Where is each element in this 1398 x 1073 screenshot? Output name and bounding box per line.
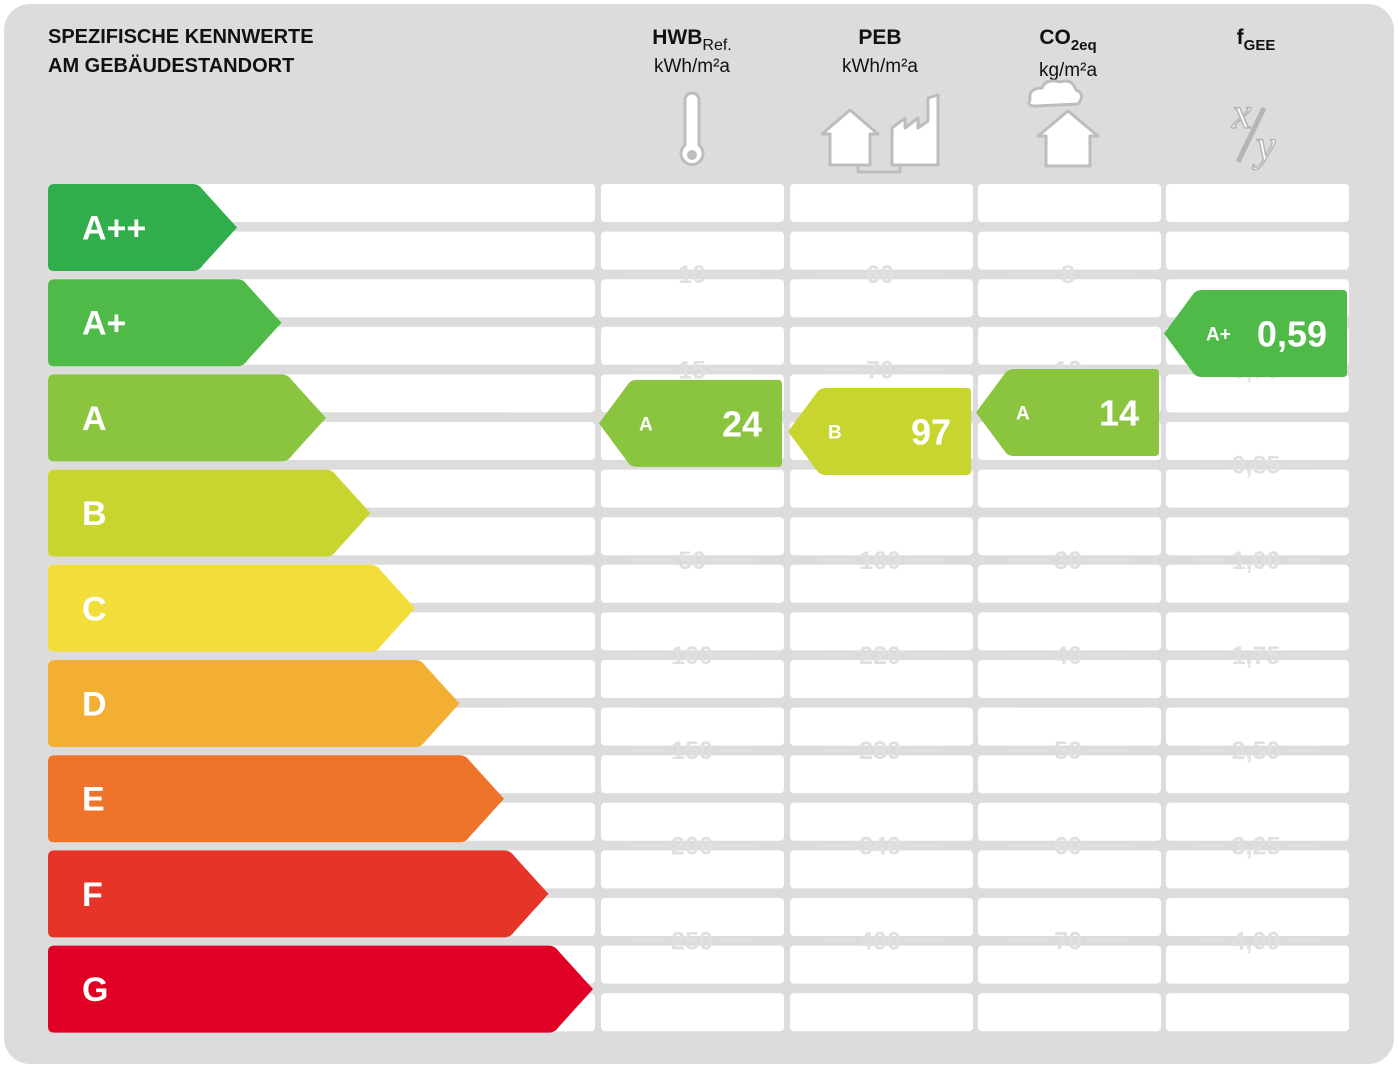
column-fgee-strip [1166, 184, 1349, 222]
column-unit-peb: kWh/m²a [842, 56, 918, 77]
thermometer-bulb [687, 150, 697, 160]
threshold-label-co2: 50 [1054, 737, 1082, 765]
column-fgee-strip [1166, 232, 1349, 270]
chart-title-line-1: SPEZIFISCHE KENNWERTE [48, 26, 314, 48]
class-arrow-label: A+ [82, 305, 126, 343]
threshold-label-peb: 60 [866, 261, 894, 289]
threshold-label-hwb: 50 [678, 547, 706, 575]
column-co2-strip [978, 184, 1161, 222]
value-marker-class: A [1016, 403, 1030, 424]
column-peb-strip [790, 993, 973, 1031]
column-peb-strip [790, 470, 973, 508]
column-hwb-strip [601, 184, 784, 222]
threshold-label-co2: 70 [1054, 928, 1082, 956]
column-peb-strip [790, 184, 973, 222]
class-arrow-label: E [82, 781, 105, 819]
column-fgee-strip [1166, 993, 1349, 1031]
threshold-label-fgee: 2,50 [1232, 737, 1281, 765]
column-hwb-strip [601, 470, 784, 508]
threshold-label-co2: 30 [1054, 547, 1082, 575]
class-arrow-e [48, 755, 504, 842]
ratio-numerator: x [1231, 89, 1252, 138]
threshold-label-co2: 40 [1054, 642, 1082, 670]
threshold-label-hwb: 150 [671, 737, 713, 765]
column-unit-co2: kg/m²a [1039, 60, 1098, 81]
threshold-label-peb: 70 [866, 356, 894, 384]
threshold-label-peb: 220 [859, 642, 901, 670]
ratio-denominator: y [1252, 121, 1276, 170]
value-marker-co2: A 14 [976, 369, 1159, 456]
class-arrow-g [48, 946, 593, 1033]
value-marker-value: 14 [1099, 392, 1139, 433]
value-marker-class: B [828, 423, 842, 444]
value-marker-peb: B 97 [788, 388, 971, 475]
threshold-label-fgee: 4,00 [1232, 928, 1281, 956]
threshold-label-co2: 60 [1054, 832, 1082, 860]
value-marker-class: A [639, 414, 653, 435]
threshold-label-fgee: 0,85 [1232, 452, 1281, 480]
class-arrow-f [48, 850, 549, 937]
threshold-label-fgee: 3,25 [1232, 832, 1281, 860]
value-marker-class: A+ [1206, 325, 1231, 346]
chart-title-line-2: AM GEBÄUDESTANDORT [48, 54, 294, 77]
column-hwb-strip [601, 993, 784, 1031]
class-arrow-label: D [82, 686, 107, 724]
column-unit-hwb: kWh/m²a [654, 56, 730, 77]
column-co2-strip [978, 993, 1161, 1031]
threshold-label-hwb: 100 [671, 642, 713, 670]
class-arrow-label: C [82, 590, 107, 628]
class-arrow-label: F [82, 876, 103, 914]
threshold-label-hwb: 200 [671, 832, 713, 860]
threshold-label-hwb: 250 [671, 928, 713, 956]
threshold-label-peb: 160 [859, 547, 901, 575]
value-marker-value: 97 [911, 412, 951, 453]
class-arrow-label: G [82, 971, 108, 1009]
value-marker-hwb: A 24 [599, 380, 782, 467]
threshold-label-peb: 280 [859, 737, 901, 765]
threshold-label-peb: 400 [859, 928, 901, 956]
value-marker-value: 24 [722, 403, 762, 444]
thermometer-icon [681, 93, 703, 164]
class-arrow-label: A [82, 400, 107, 438]
threshold-label-peb: 340 [859, 832, 901, 860]
value-marker-fgee: A+ 0,59 [1164, 290, 1347, 377]
column-co2-strip [978, 470, 1161, 508]
class-arrow-label: A++ [82, 210, 146, 248]
class-arrow-label: B [82, 495, 107, 533]
threshold-label-co2: 8 [1061, 261, 1075, 289]
threshold-label-fgee: 1,75 [1232, 642, 1281, 670]
column-header-peb: PEB [858, 26, 901, 49]
value-marker-value: 0,59 [1257, 314, 1327, 355]
class-arrow-d [48, 660, 460, 747]
threshold-label-hwb: 10 [678, 261, 706, 289]
threshold-label-fgee: 1,00 [1232, 547, 1281, 575]
